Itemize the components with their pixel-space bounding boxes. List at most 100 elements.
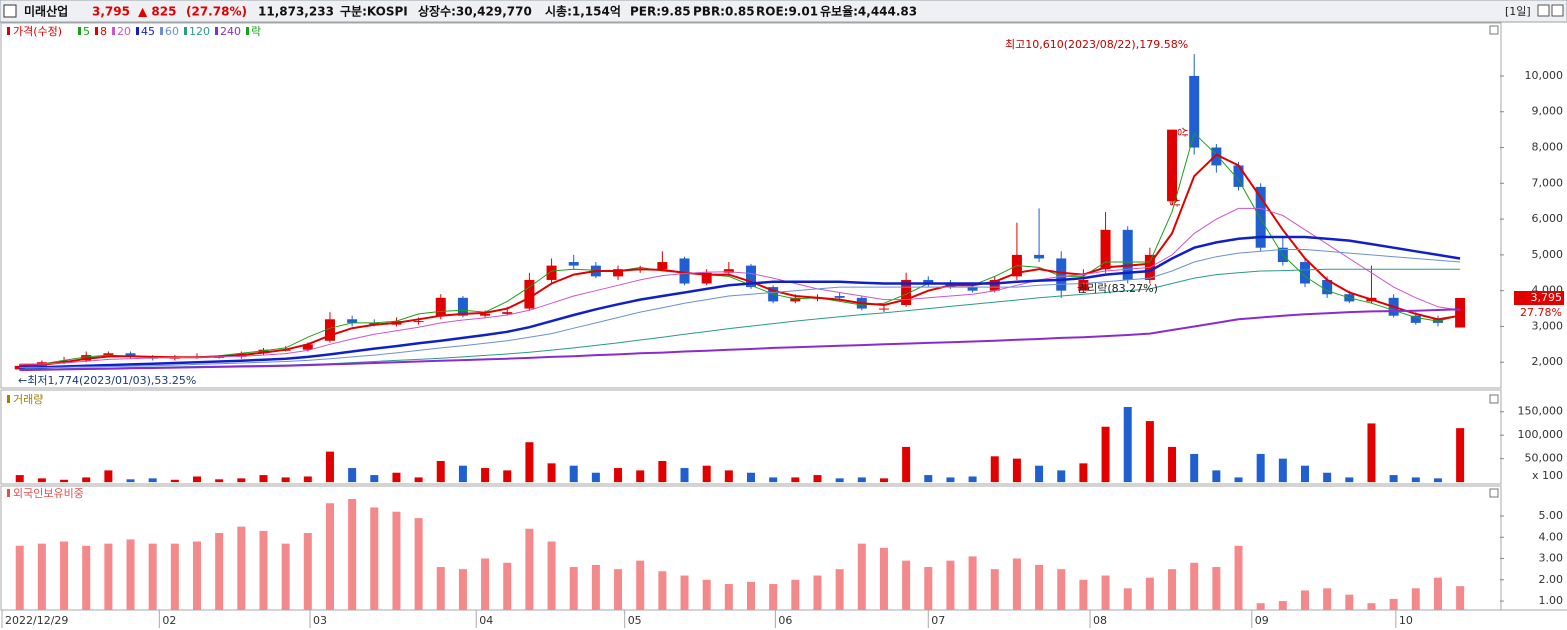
- bar: [1323, 472, 1332, 483]
- bar: [879, 547, 888, 610]
- ma-line: [19, 308, 1461, 372]
- bar: [747, 581, 755, 610]
- y-tick-label: 3,000: [1532, 319, 1564, 332]
- bar: [15, 545, 24, 610]
- bar: [1278, 601, 1287, 610]
- y-tick-label: 9,000: [1532, 105, 1564, 118]
- bar: [37, 478, 46, 483]
- bar: [1190, 562, 1199, 610]
- bar: [1433, 478, 1442, 483]
- candle-body: [1299, 262, 1310, 284]
- bar: [525, 442, 534, 483]
- roe: ROE:9.01: [756, 5, 818, 19]
- panel-title: 가격(수정): [13, 25, 62, 38]
- pbr: PBR:0.85: [693, 5, 755, 19]
- shares: 상장수:30,429,770: [418, 4, 532, 19]
- bar: [1411, 588, 1420, 610]
- annotation: 권리락(83.27%): [1077, 282, 1158, 295]
- candle-body: [413, 321, 424, 323]
- bar: [835, 569, 844, 610]
- bar: [835, 478, 844, 483]
- bar: [126, 539, 135, 610]
- bar: [1367, 603, 1376, 610]
- bar: [82, 545, 91, 610]
- bar: [702, 579, 711, 610]
- ma-line: [19, 207, 1461, 365]
- y-tick-label: 150,000: [1518, 405, 1564, 418]
- bar: [37, 543, 46, 610]
- bar: [436, 461, 445, 483]
- bar: [126, 479, 135, 483]
- legend-swatch: [7, 27, 10, 35]
- reserve: 유보율:4,444.83: [820, 5, 917, 19]
- candle-body: [103, 353, 114, 356]
- bar: [547, 463, 556, 483]
- bar: [60, 479, 69, 483]
- bar: [325, 503, 334, 610]
- y-tick-label: 2,000: [1532, 355, 1564, 368]
- bar: [680, 575, 689, 610]
- legend-swatch: [7, 395, 10, 403]
- bar: [1145, 577, 1154, 610]
- bar: [1101, 575, 1110, 610]
- bar: [1035, 465, 1044, 483]
- bar: [658, 571, 667, 610]
- candle-body: [989, 279, 1000, 291]
- bar: [104, 543, 113, 610]
- per: PER:9.85: [630, 5, 691, 19]
- bar: [813, 575, 822, 610]
- bar: [1300, 590, 1309, 610]
- bar: [392, 511, 401, 610]
- bar: [1456, 428, 1465, 483]
- candle-body: [302, 344, 313, 350]
- bar: [591, 472, 600, 483]
- bar: [1234, 477, 1243, 483]
- bar: [348, 498, 357, 610]
- bar: [1123, 588, 1132, 610]
- panel-icon: [1489, 394, 1499, 404]
- bar: [148, 478, 157, 483]
- close-button[interactable]: [1551, 4, 1564, 17]
- y-tick-label: 7,000: [1532, 176, 1564, 189]
- bar: [481, 468, 490, 483]
- bar: [281, 477, 290, 483]
- bar: [436, 567, 445, 610]
- bar: [1079, 463, 1088, 483]
- panel-icon: [1489, 488, 1499, 498]
- bar: [636, 560, 645, 610]
- candle-body: [1455, 298, 1466, 328]
- y-tick-label: 10,000: [1525, 69, 1564, 82]
- annotation: 상: [1168, 197, 1181, 207]
- window-button[interactable]: [1537, 4, 1550, 17]
- bar: [60, 541, 69, 610]
- bar: [1389, 598, 1398, 610]
- bar: [946, 477, 955, 483]
- bar: [1345, 477, 1354, 483]
- bar: [1012, 458, 1021, 483]
- stock-name: 미래산업: [24, 4, 68, 19]
- y-tick-label: 4.00: [1539, 530, 1564, 543]
- bar: [370, 475, 379, 483]
- period[interactable]: [1일]: [1505, 4, 1531, 18]
- legend-swatch: [215, 27, 218, 35]
- bar: [303, 533, 312, 610]
- bar: [1168, 569, 1177, 610]
- volume-panel: [0, 389, 1502, 485]
- bar: [193, 476, 202, 483]
- annotation: 최고10,610(2023/08/22),179.58%: [1005, 38, 1188, 51]
- bar: [1079, 579, 1088, 610]
- bar: [1190, 453, 1199, 483]
- x-tick-label: 10: [1399, 614, 1413, 627]
- candle-body: [568, 262, 579, 266]
- candle-body: [1100, 229, 1111, 270]
- bar: [1300, 465, 1309, 483]
- last-price-box: [1514, 291, 1564, 306]
- bar: [237, 526, 246, 610]
- candle-body: [746, 265, 756, 288]
- candle-body: [457, 297, 468, 316]
- bar: [259, 475, 268, 483]
- legend-label: 20: [117, 25, 131, 38]
- candle-body: [435, 297, 446, 316]
- checkbox[interactable]: [3, 4, 17, 18]
